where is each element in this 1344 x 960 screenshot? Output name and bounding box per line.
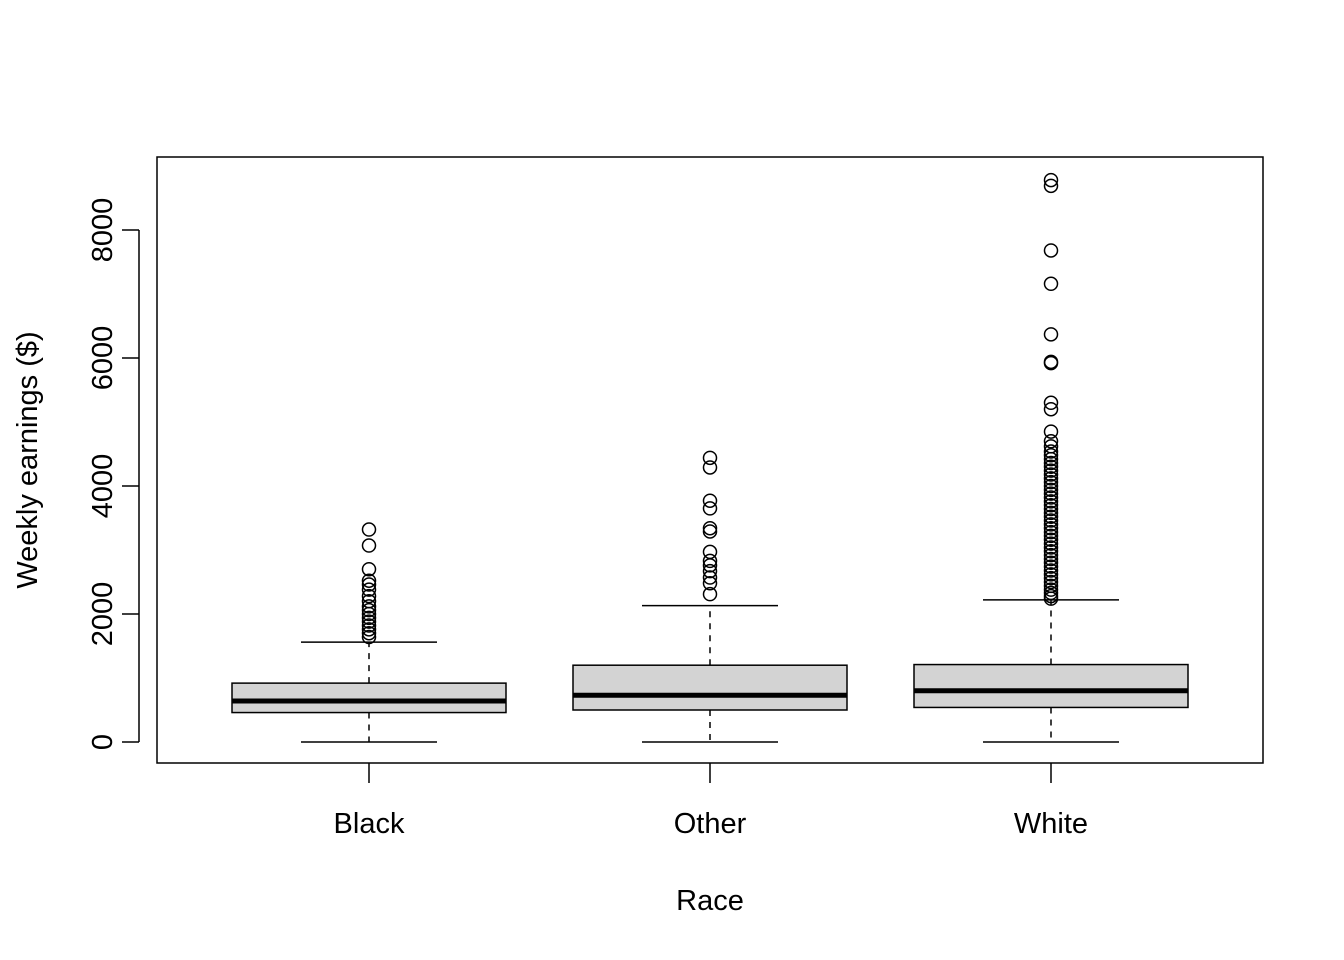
boxes-layer bbox=[231, 172, 1189, 743]
outlier-point bbox=[1043, 444, 1059, 459]
outlier-point bbox=[1043, 478, 1059, 494]
outlier-point bbox=[361, 577, 377, 592]
outlier-point bbox=[361, 599, 377, 614]
x-tick-label: White bbox=[1014, 808, 1088, 840]
outlier-point bbox=[1043, 513, 1059, 528]
outlier-point bbox=[702, 570, 718, 585]
outlier-point bbox=[702, 450, 718, 466]
outlier-point bbox=[1043, 178, 1059, 194]
x-axis-title: Race bbox=[676, 885, 744, 917]
outlier-point bbox=[1043, 439, 1059, 454]
outlier-point bbox=[1043, 567, 1059, 582]
outlier-point bbox=[361, 610, 377, 626]
y-tick-label: 4000 bbox=[87, 454, 119, 519]
outlier-point bbox=[1043, 524, 1059, 540]
outlier-point bbox=[1043, 509, 1059, 524]
outlier-point bbox=[1043, 578, 1059, 594]
outlier-point bbox=[1043, 528, 1059, 544]
outlier-point bbox=[1043, 471, 1059, 486]
outlier-point bbox=[361, 573, 377, 588]
outlier-point bbox=[702, 501, 718, 516]
outlier-point bbox=[1043, 517, 1059, 532]
outlier-point bbox=[1043, 459, 1059, 475]
outlier-point bbox=[1043, 520, 1059, 536]
outlier-point bbox=[361, 522, 377, 537]
outlier-point bbox=[1043, 354, 1059, 370]
outlier-point bbox=[1043, 494, 1059, 509]
outlier-point bbox=[1043, 455, 1059, 471]
x-tick-label: Black bbox=[334, 808, 405, 840]
outlier-point bbox=[1043, 544, 1059, 559]
outlier-point bbox=[1043, 474, 1059, 490]
y-tick-label: 0 bbox=[87, 734, 119, 750]
outlier-point bbox=[702, 553, 718, 569]
outlier-point bbox=[361, 629, 377, 645]
outlier-point bbox=[1043, 540, 1059, 555]
outlier-point bbox=[1043, 582, 1059, 597]
outlier-point bbox=[702, 544, 718, 560]
outlier-point bbox=[1043, 555, 1059, 571]
box-group bbox=[913, 172, 1189, 743]
outlier-point bbox=[1043, 172, 1059, 188]
outlier-point bbox=[702, 493, 718, 508]
outlier-point bbox=[1043, 463, 1059, 478]
outlier-point bbox=[361, 614, 377, 629]
outlier-point bbox=[702, 586, 718, 602]
outlier-point bbox=[1043, 401, 1059, 417]
outlier-point bbox=[1043, 574, 1059, 590]
outlier-point bbox=[1043, 433, 1059, 449]
outlier-point bbox=[1043, 547, 1059, 563]
outlier-point bbox=[702, 524, 718, 539]
outlier-point bbox=[1043, 482, 1059, 498]
outlier-point bbox=[1043, 490, 1059, 505]
outlier-point bbox=[361, 582, 377, 597]
y-axis: 0 2000 4000 6000 8000 bbox=[87, 198, 140, 750]
outlier-point bbox=[1043, 563, 1059, 578]
outlier-point bbox=[1043, 536, 1059, 551]
x-tick-label: Other bbox=[674, 808, 747, 840]
outlier-point bbox=[1043, 243, 1059, 258]
box-group bbox=[572, 450, 848, 743]
outlier-point bbox=[1043, 467, 1059, 482]
outlier-point bbox=[1043, 559, 1059, 574]
y-tick-label: 6000 bbox=[87, 326, 119, 391]
outlier-point bbox=[702, 520, 718, 536]
outlier-point bbox=[1043, 276, 1059, 292]
outlier-point bbox=[1043, 424, 1059, 439]
outlier-point bbox=[1043, 497, 1059, 513]
outlier-point bbox=[1043, 570, 1059, 586]
outlier-point bbox=[1043, 395, 1059, 411]
outlier-point bbox=[1043, 551, 1059, 567]
y-tick-label: 8000 bbox=[87, 198, 119, 263]
outlier-point bbox=[361, 622, 377, 637]
outlier-point bbox=[1043, 532, 1059, 548]
box-group bbox=[231, 522, 507, 743]
outlier-point bbox=[361, 625, 377, 641]
outlier-point bbox=[361, 593, 377, 609]
outlier-point bbox=[1043, 505, 1059, 521]
outlier-point bbox=[361, 561, 377, 577]
iqr-box bbox=[231, 682, 507, 714]
outlier-point bbox=[1043, 448, 1059, 463]
y-tick-label: 2000 bbox=[87, 582, 119, 647]
outlier-point bbox=[1043, 501, 1059, 517]
y-axis-title: Weekly earnings ($) bbox=[12, 331, 44, 588]
outlier-point bbox=[361, 618, 377, 633]
outlier-point bbox=[1043, 327, 1059, 342]
outlier-point bbox=[1043, 486, 1059, 501]
outlier-point bbox=[361, 602, 377, 618]
outlier-point bbox=[702, 460, 718, 475]
iqr-box bbox=[913, 663, 1189, 709]
outlier-point bbox=[702, 576, 718, 591]
x-axis: Black Other White bbox=[334, 763, 1088, 840]
iqr-box bbox=[572, 664, 848, 711]
outlier-point bbox=[361, 538, 377, 553]
outlier-point bbox=[361, 588, 377, 604]
outlier-point bbox=[702, 563, 718, 579]
